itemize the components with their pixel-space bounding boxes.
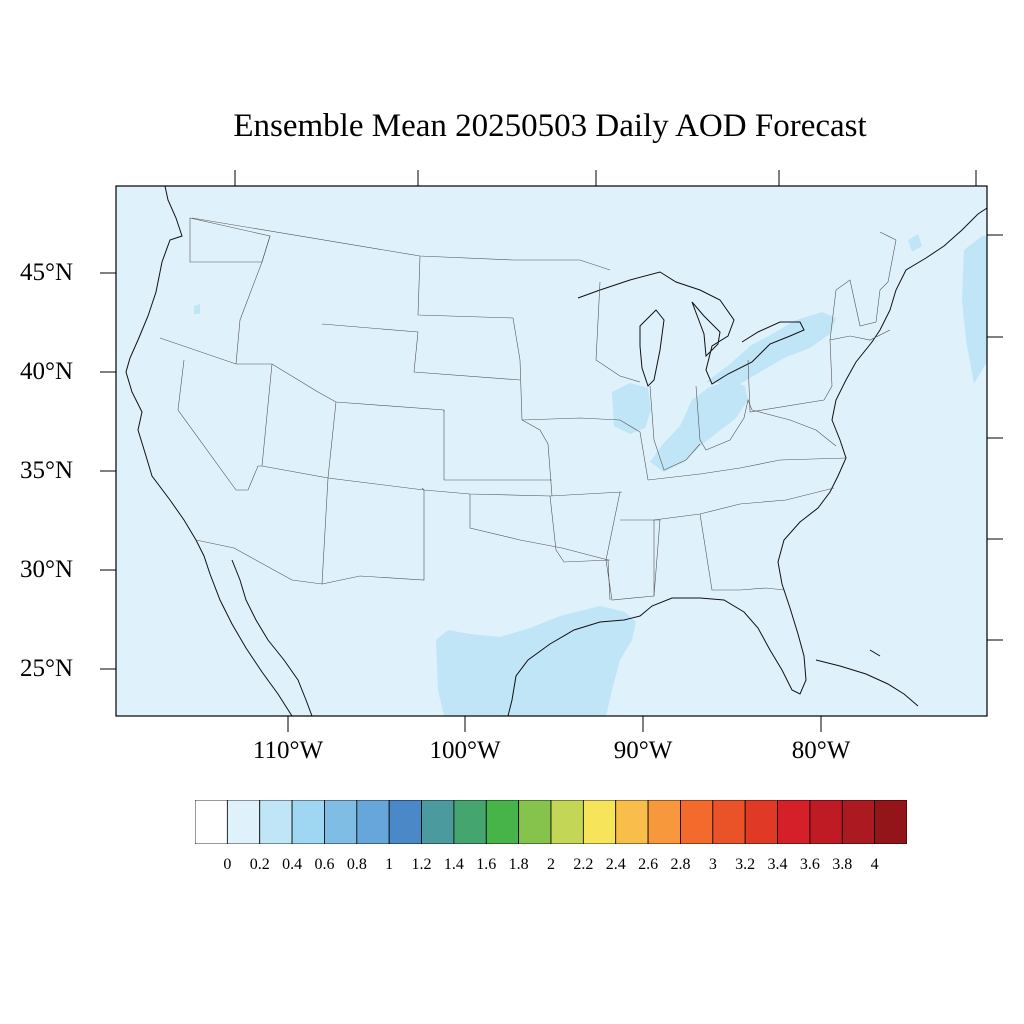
aod-area-atlantic — [962, 236, 987, 384]
colorbar-label: 2.8 — [670, 856, 691, 873]
colorbar-box — [712, 800, 746, 844]
colorbar-label: 3.6 — [799, 856, 820, 873]
colorbar-box — [388, 800, 422, 844]
colorbar-box — [874, 800, 907, 844]
aod-area-maine — [908, 234, 922, 252]
colorbar-box — [615, 800, 649, 844]
map-frame — [115, 185, 988, 717]
colorbar-box — [777, 800, 811, 844]
colorbar-box — [582, 800, 617, 844]
lat-label-35: 35°N — [20, 457, 74, 484]
colorbar-box — [647, 800, 681, 844]
lat-label-45: 45°N — [20, 259, 74, 286]
aod-area-illinois — [612, 383, 651, 434]
colorbar-label: 0.8 — [346, 856, 367, 873]
lat-label-40: 40°N — [20, 358, 74, 385]
colorbar-box — [841, 800, 876, 844]
colorbar-box — [809, 800, 843, 844]
colorbar-box — [421, 800, 455, 844]
colorbar-box — [518, 800, 552, 844]
colorbar-label: 1.2 — [411, 856, 432, 873]
lon-label-110w: 110°W — [252, 737, 324, 764]
aod-area-gulf-texas — [436, 606, 636, 716]
colorbar-box — [485, 800, 520, 844]
colorbar-box — [324, 800, 358, 844]
colorbar-label: 1.8 — [508, 856, 529, 873]
colorbar-label: 3 — [708, 856, 717, 873]
colorbar-label: 0.2 — [249, 856, 270, 873]
cuba-coast — [815, 649, 919, 707]
colorbar-box — [291, 800, 325, 844]
colorbar-box — [195, 800, 228, 844]
colorbar-box — [744, 800, 778, 844]
colorbar-label: 2.6 — [638, 856, 659, 873]
lon-label-90w: 90°W — [613, 737, 673, 764]
colorbar-box — [356, 800, 390, 844]
colorbar-box — [226, 800, 261, 844]
colorbar-label: 1.4 — [443, 856, 464, 873]
colorbar-label: 2.4 — [605, 856, 626, 873]
state-borders — [159, 217, 897, 601]
colorbar-label: 3.4 — [767, 856, 788, 873]
pacific-coastline — [125, 186, 293, 716]
colorbar-box — [259, 800, 293, 844]
colorbar-label: 0.6 — [314, 856, 335, 873]
colorbar-box — [550, 800, 584, 844]
lat-label-30: 30°N — [20, 556, 74, 583]
colorbar — [195, 800, 907, 844]
colorbar-label: 2 — [547, 856, 555, 873]
lon-label-80w: 80°W — [791, 737, 851, 764]
map-title: Ensemble Mean 20250503 Daily AOD Forecas… — [233, 108, 867, 144]
colorbar-label: 0 — [223, 856, 232, 873]
gulf-coastline — [507, 207, 987, 716]
baja-gulf-coast — [231, 559, 313, 716]
great-lakes — [577, 271, 805, 387]
aod-area-oregon — [194, 304, 200, 314]
lon-label-100w: 100°W — [429, 737, 501, 764]
colorbar-label: 0.4 — [282, 856, 303, 873]
colorbar-label: 3.8 — [832, 856, 853, 873]
colorbar-label: 3.2 — [735, 856, 756, 873]
colorbar-label: 1 — [385, 856, 394, 873]
map-ticks — [100, 170, 1003, 732]
colorbar-label: 1.6 — [476, 856, 497, 873]
colorbar-box — [453, 800, 487, 844]
lat-label-25: 25°N — [20, 655, 74, 682]
colorbar-box — [680, 800, 714, 844]
aod-enhanced-areas — [194, 234, 987, 716]
coastline — [125, 186, 987, 716]
colorbar-label: 2.2 — [573, 856, 594, 873]
colorbar-label: 4 — [870, 856, 879, 873]
